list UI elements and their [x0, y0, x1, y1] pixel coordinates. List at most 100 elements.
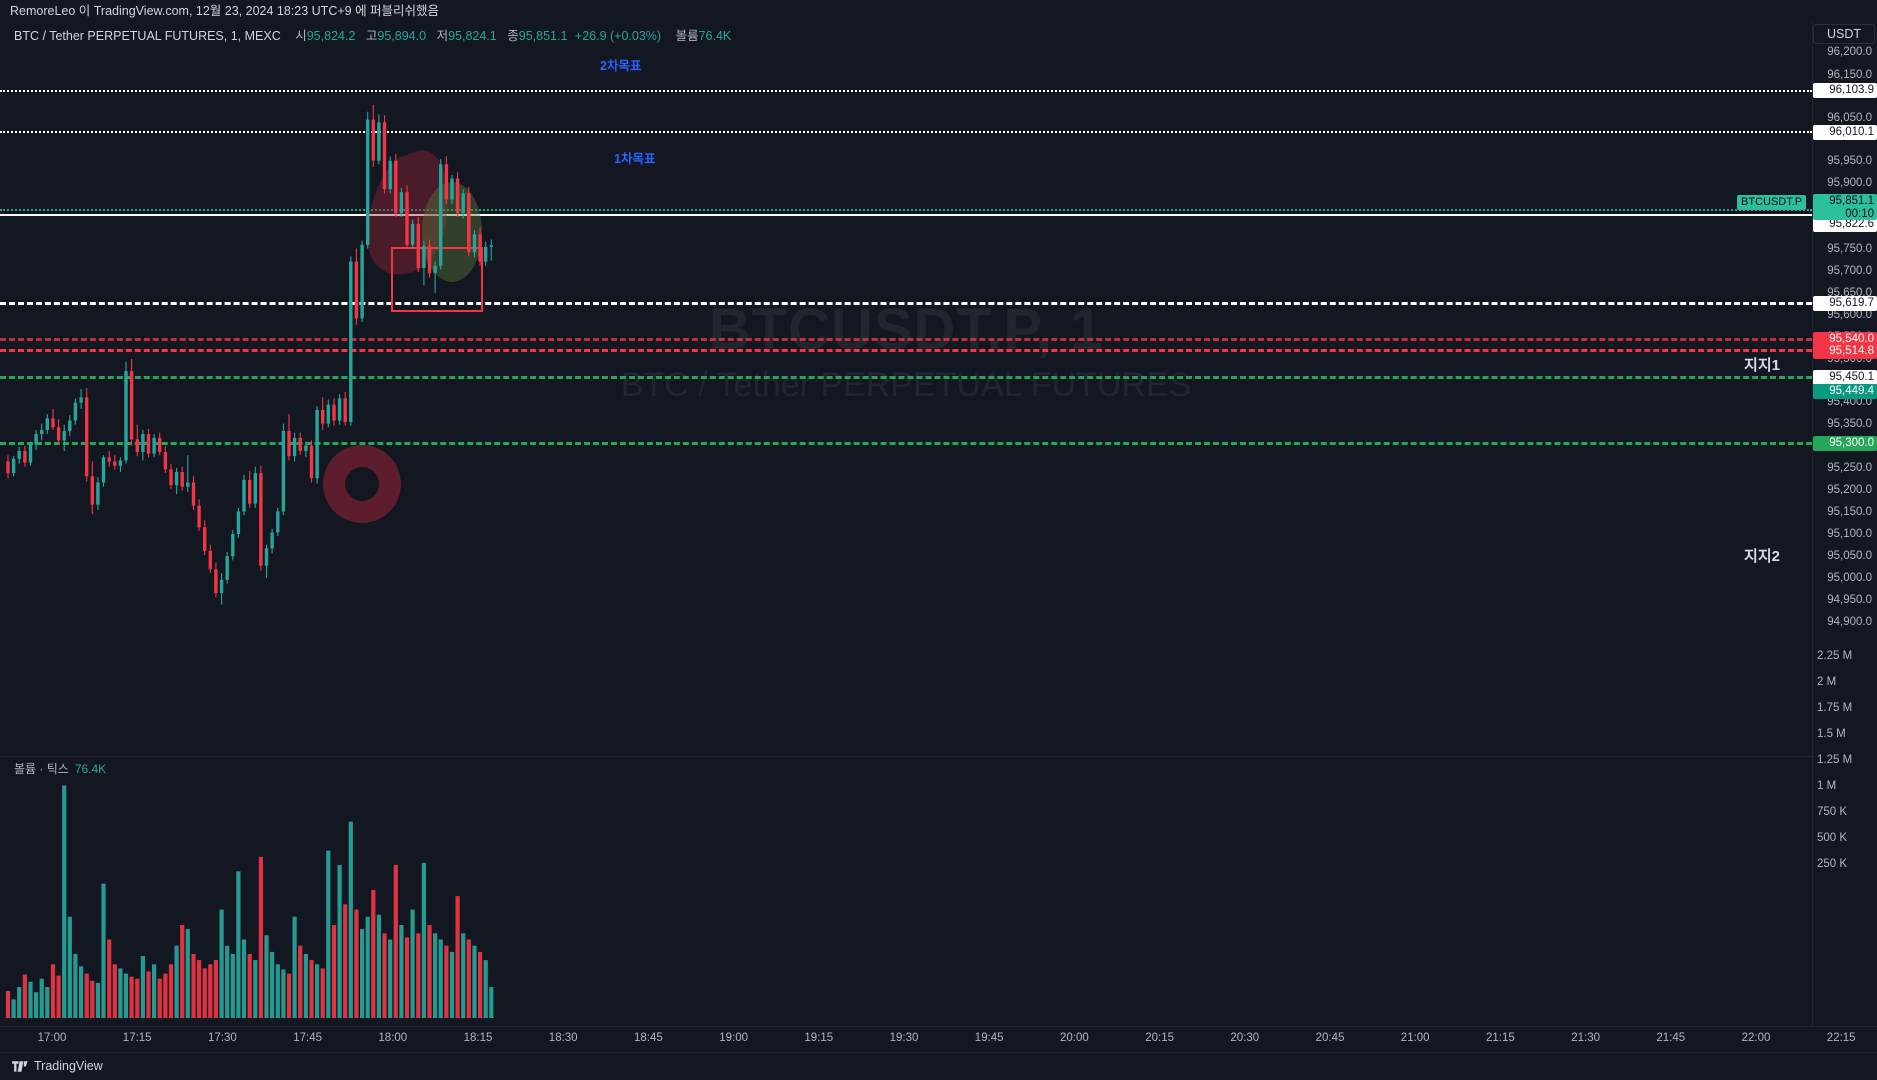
time-scale[interactable]: 17:00 17:15 17:30 17:45 18:00 18:15 18:30 18:45…: [0, 1026, 1877, 1052]
price-tick: 95,200.0: [1827, 484, 1872, 496]
volume-tick: 1.25 M: [1817, 754, 1853, 766]
volume-title-value: 76.4K: [74, 762, 107, 776]
legend-close-value: 95,851.1: [518, 29, 568, 43]
price-level-tag: 95,300.0: [1813, 436, 1877, 451]
volume-tick: 750 K: [1817, 806, 1848, 818]
legend-open-label: 시: [295, 29, 307, 43]
time-tick: 20:45: [1315, 1032, 1345, 1044]
pane-divider: [0, 756, 1812, 757]
volume-tick: 2 M: [1817, 676, 1837, 688]
time-tick: 17:45: [293, 1032, 322, 1044]
legend-volume-value: 76.4K: [698, 29, 732, 43]
time-tick: 19:45: [974, 1032, 1004, 1044]
price-tick: 95,750.0: [1827, 243, 1872, 255]
time-tick: 18:00: [378, 1032, 408, 1044]
volume-plot-area[interactable]: 볼륨 · 틱스 76.4K: [0, 758, 1812, 1026]
current-price-countdown: 00:10: [1845, 208, 1874, 220]
time-tick: 21:15: [1486, 1032, 1515, 1044]
price-scale[interactable]: USDT 96,200.0 96,150.0 96,050.0 95,950.0 95,…: [1812, 22, 1877, 1026]
price-tick: 95,150.0: [1827, 506, 1872, 518]
brush-circle-red: [323, 445, 401, 523]
label-target1: 1차목표: [614, 152, 656, 166]
price-tick: 94,900.0: [1827, 616, 1872, 628]
price-level-tag: 95,514.8: [1813, 344, 1877, 359]
label-target2: 2차목표: [600, 59, 642, 73]
volume-pane-title: 볼륨 · 틱스 76.4K: [14, 760, 106, 777]
legend-low-value: 95,824.1: [448, 29, 497, 43]
volume-title-label: 볼륨 · 틱스: [14, 762, 69, 776]
rectangle-drawing: [391, 247, 483, 312]
price-plot-area[interactable]: BTCUSDT.P, 1 BTC / Tether PERPETUAL FUTU…: [0, 46, 1812, 756]
time-tick: 18:30: [548, 1032, 578, 1044]
volume-tick: 500 K: [1817, 832, 1848, 844]
time-tick: 19:15: [804, 1032, 834, 1044]
price-tick: 96,200.0: [1827, 46, 1872, 58]
price-level-tag: 95,540.0: [1813, 332, 1877, 347]
time-tick: 22:15: [1826, 1032, 1856, 1044]
label-support1: 지지1: [1744, 357, 1780, 374]
legend-close-label: 종: [507, 29, 519, 43]
price-tick: 95,700.0: [1827, 265, 1872, 277]
time-tick: 18:45: [634, 1032, 663, 1044]
symbol-price-tag: BTCUSDT.P: [1737, 195, 1807, 210]
legend-high-value: 95,894.0: [377, 29, 427, 43]
legend-open-value: 95,824.2: [306, 29, 356, 43]
volume-tick: 250 K: [1817, 858, 1848, 870]
price-tick: 95,600.0: [1827, 309, 1872, 321]
price-tick: 96,050.0: [1827, 112, 1872, 124]
time-tick: 20:15: [1145, 1032, 1174, 1044]
price-tick: 95,100.0: [1827, 528, 1872, 540]
time-tick: 17:30: [208, 1032, 237, 1044]
level-line-support2: [0, 442, 1812, 445]
price-tick: 95,050.0: [1827, 550, 1872, 562]
level-line-95619: [0, 302, 1812, 305]
bottom-status-bar: TradingView: [0, 1052, 1877, 1080]
level-line-target1: [0, 131, 1812, 133]
level-line-solid-white: [0, 214, 1812, 216]
price-tick: 94,950.0: [1827, 594, 1872, 606]
legend-volume-label: 볼륨: [675, 29, 699, 43]
volume-tick: 1 M: [1817, 780, 1837, 792]
time-tick: 18:15: [463, 1032, 493, 1044]
price-level-tag: 95,619.7: [1813, 296, 1877, 311]
price-tick: 95,350.0: [1827, 418, 1872, 430]
time-tick: 21:45: [1656, 1032, 1686, 1044]
price-level-tag: 95,449.4: [1813, 384, 1877, 399]
publish-info-bar: RemoreLeo 이 TradingView.com, 12월 23, 202…: [0, 0, 1877, 22]
tradingview-brand-label: TradingView: [34, 1059, 103, 1073]
price-tick: 95,400.0: [1827, 396, 1872, 408]
level-line-95450: [0, 376, 1812, 379]
price-level-tag: 96,010.1: [1813, 125, 1877, 140]
current-price-value: 95,851.1: [1829, 195, 1874, 207]
price-tick: 95,000.0: [1827, 572, 1872, 584]
tradingview-logo[interactable]: TradingView: [12, 1059, 103, 1073]
price-level-tag: 96,103.9: [1813, 83, 1877, 98]
label-support2: 지지2: [1744, 548, 1780, 565]
time-tick: 21:30: [1571, 1032, 1600, 1044]
publish-text: RemoreLeo 이 TradingView.com, 12월 23, 202…: [10, 4, 440, 18]
legend-low-label: 저: [436, 29, 449, 43]
volume-tick: 2.25 M: [1817, 650, 1853, 662]
time-tick: 20:00: [1060, 1032, 1089, 1044]
price-tick: 95,950.0: [1827, 155, 1872, 167]
volume-tick: 1.75 M: [1817, 702, 1853, 714]
price-level-tag: 95,822.6: [1813, 217, 1877, 232]
price-tick: 96,150.0: [1827, 69, 1872, 81]
volume-tick: 1.5 M: [1817, 728, 1846, 740]
current-price-tag: 95,851.1 00:10: [1813, 194, 1877, 220]
legend-change: +26.9 (+0.03%): [574, 29, 662, 43]
price-scale-currency: USDT: [1813, 24, 1875, 44]
price-level-tag: 95,450.1: [1813, 370, 1877, 385]
legend-symbol[interactable]: BTC / Tether PERPETUAL FUTURES, 1, MEXC: [14, 29, 281, 43]
candlestick-series: [6, 104, 493, 605]
time-tick: 22:00: [1741, 1032, 1771, 1044]
legend-high-label: 고: [365, 29, 378, 43]
level-line-entry: [0, 209, 1812, 211]
level-line-resistance-95540: [0, 338, 1812, 341]
time-tick: 17:15: [122, 1032, 152, 1044]
price-tick: 95,250.0: [1827, 462, 1872, 474]
brush-stroke-green: [422, 182, 482, 282]
time-tick: 19:30: [889, 1032, 919, 1044]
volume-bars: [5, 785, 494, 1018]
